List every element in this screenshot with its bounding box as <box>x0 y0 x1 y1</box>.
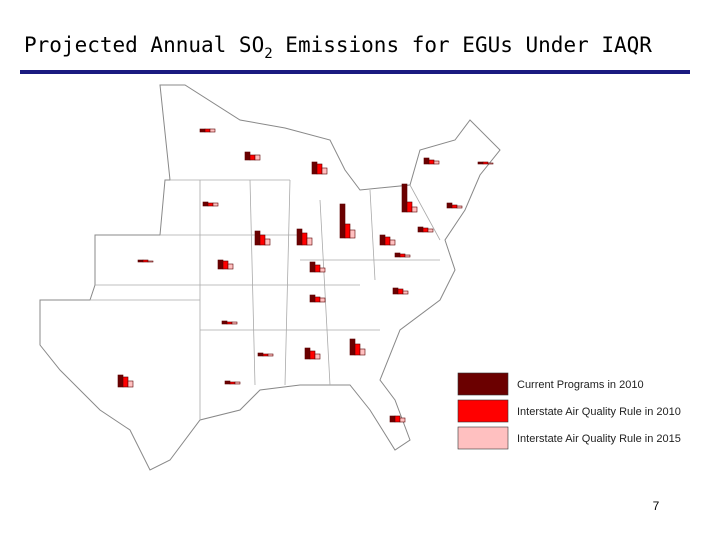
bar <box>304 347 311 360</box>
bar <box>137 259 144 263</box>
bar <box>257 352 264 357</box>
bar <box>422 227 429 233</box>
title-subscript: 2 <box>264 46 272 62</box>
bar <box>349 338 356 356</box>
bar <box>319 267 326 273</box>
legend-swatch <box>457 399 509 423</box>
bar <box>401 183 408 213</box>
bar <box>428 159 435 165</box>
bar <box>423 157 430 165</box>
bar <box>306 237 313 246</box>
bar <box>314 264 321 273</box>
bar <box>354 343 361 356</box>
bar <box>234 381 241 385</box>
bar <box>199 128 206 133</box>
bar <box>316 163 323 175</box>
bar <box>411 206 418 213</box>
bar <box>394 252 401 258</box>
title-text: Emissions for EGUs Under IAQR <box>273 33 653 57</box>
legend-label: Interstate Air Quality Rule in 2010 <box>517 406 681 418</box>
title-rule <box>20 70 690 74</box>
title-text: Projected Annual SO <box>24 33 264 57</box>
bar <box>456 205 463 209</box>
bar <box>314 353 321 360</box>
bar <box>221 320 228 325</box>
bar <box>202 201 209 207</box>
bar <box>249 154 256 161</box>
bar <box>321 167 328 175</box>
bar <box>309 350 316 360</box>
bar <box>482 161 489 165</box>
bar <box>397 288 404 295</box>
bar <box>231 321 238 325</box>
bar <box>227 263 234 270</box>
bar <box>406 201 413 213</box>
legend-label: Interstate Air Quality Rule in 2015 <box>517 433 681 445</box>
bar <box>384 236 391 246</box>
slide-title: Projected Annual SO2 Emissions for EGUs … <box>24 33 652 62</box>
bar <box>379 234 386 246</box>
bar <box>446 202 453 209</box>
bar <box>226 321 233 325</box>
page-number: 7 <box>653 499 660 513</box>
bar <box>319 297 326 303</box>
bar <box>311 161 318 175</box>
bar <box>224 380 231 385</box>
bar <box>417 226 424 233</box>
bar <box>264 238 271 246</box>
bar <box>427 228 434 233</box>
bar <box>127 380 134 388</box>
legend-swatch <box>457 426 509 450</box>
bar <box>399 417 406 423</box>
bar <box>349 229 356 239</box>
bar <box>392 287 399 295</box>
bar <box>209 128 216 133</box>
bar <box>259 234 266 246</box>
bar <box>402 290 409 295</box>
legend-label: Current Programs in 2010 <box>517 379 644 391</box>
bar <box>301 232 308 246</box>
bar <box>212 202 219 207</box>
bar <box>339 203 346 239</box>
bar <box>117 374 124 388</box>
bar <box>296 228 303 246</box>
bar <box>204 128 211 133</box>
bar <box>207 202 214 207</box>
bar <box>344 223 351 239</box>
bar <box>389 415 396 423</box>
bar <box>309 294 316 303</box>
bar <box>244 151 251 161</box>
bar <box>309 261 316 273</box>
bar <box>433 160 440 165</box>
map-outline <box>39 84 501 471</box>
bar <box>254 230 261 246</box>
bar <box>399 253 406 258</box>
bar <box>359 348 366 356</box>
bar <box>217 259 224 270</box>
bar <box>262 353 269 357</box>
bar <box>451 204 458 209</box>
bar <box>394 415 401 423</box>
bar <box>389 239 396 246</box>
bar <box>404 254 411 258</box>
bar <box>477 161 484 165</box>
bar <box>267 353 274 357</box>
bar <box>314 296 321 303</box>
bar <box>122 376 129 388</box>
bar <box>222 260 229 270</box>
bar <box>142 259 149 263</box>
state-borders <box>90 179 441 420</box>
bar <box>487 162 494 165</box>
legend-swatch <box>457 372 509 396</box>
bar <box>147 260 154 263</box>
bar <box>229 381 236 385</box>
bar <box>254 154 261 161</box>
